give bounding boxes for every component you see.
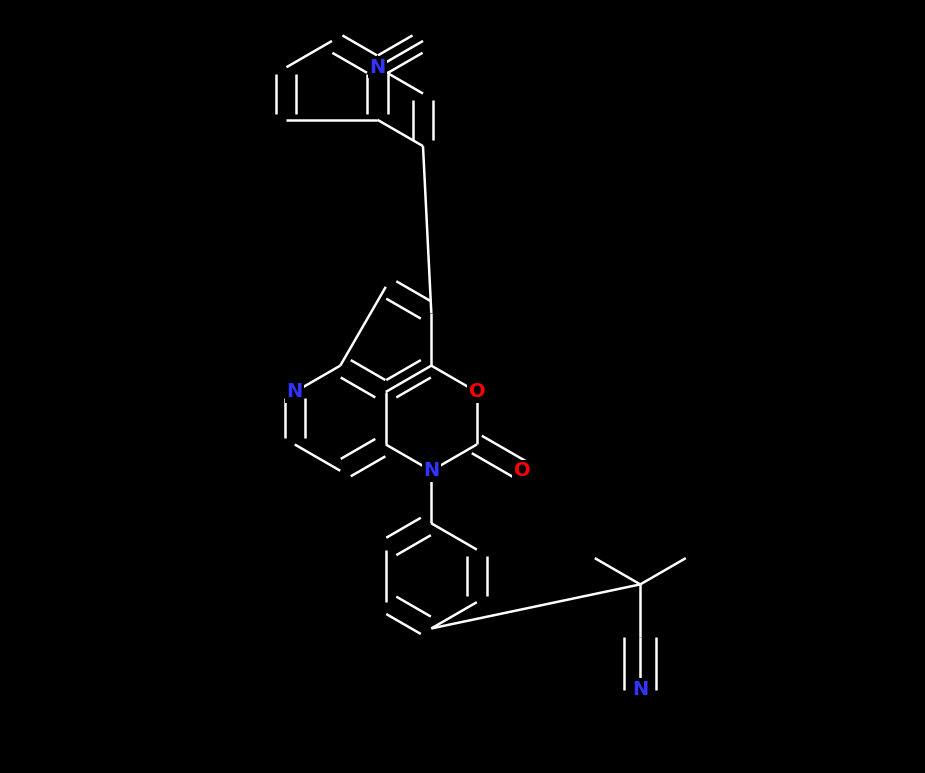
Text: N: N [287,383,302,401]
Text: N: N [632,680,648,699]
Text: O: O [514,461,531,480]
Text: O: O [469,383,485,401]
Text: N: N [369,58,386,77]
Text: N: N [424,461,439,480]
